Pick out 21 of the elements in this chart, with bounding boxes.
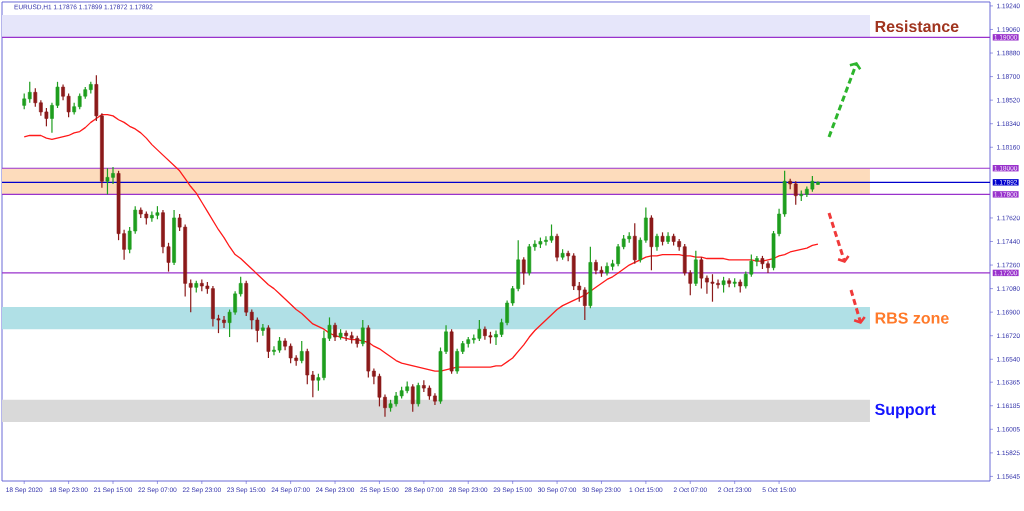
candlestick [310, 370, 315, 398]
band-label: Resistance [875, 20, 959, 33]
candlestick [793, 180, 798, 206]
candlestick [27, 81, 32, 104]
candlestick [555, 233, 559, 262]
candlestick [582, 286, 587, 321]
candlestick [305, 348, 310, 385]
candlestick [333, 322, 337, 342]
candlestick [727, 277, 731, 288]
band-label: RBS zone [875, 312, 949, 324]
candlestick [188, 278, 193, 313]
candlestick [410, 383, 415, 413]
candlestick [632, 222, 637, 265]
band-label: Support [875, 403, 936, 419]
candlestick [693, 250, 698, 287]
candlestick [521, 256, 526, 286]
candlestick [261, 323, 265, 337]
candlestick [416, 382, 421, 407]
candlestick [299, 340, 304, 364]
candlestick [266, 324, 271, 359]
candlestick [360, 319, 365, 347]
